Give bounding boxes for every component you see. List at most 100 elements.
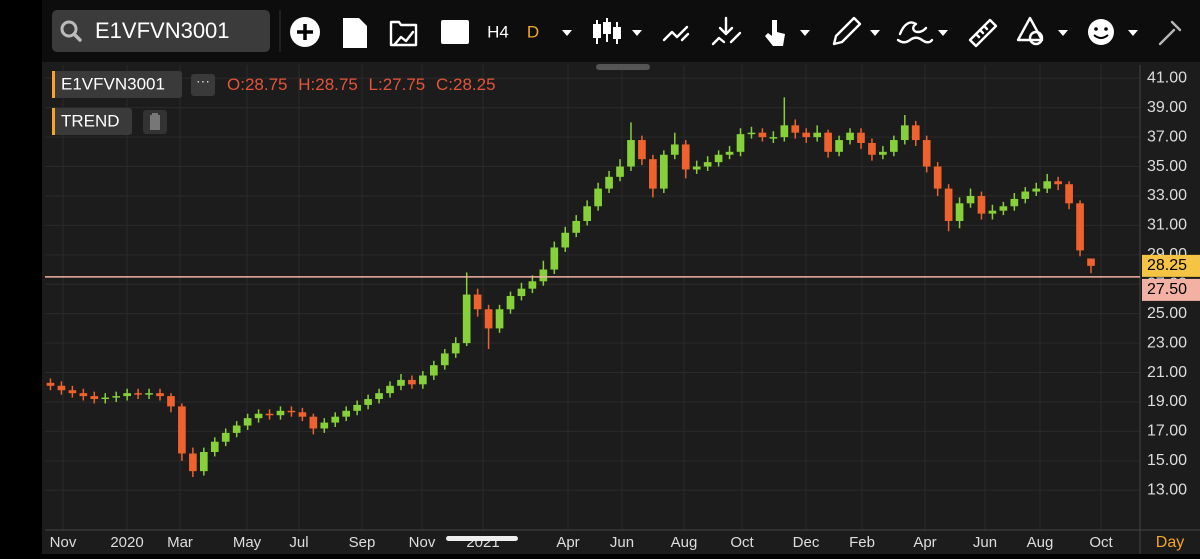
candle-body [287, 410, 296, 413]
candle-body [944, 188, 953, 221]
candle-body [561, 232, 570, 248]
y-tick-label: 15.00 [1147, 452, 1187, 469]
candle-body [627, 140, 635, 167]
candle-body [199, 452, 208, 472]
candle-body [408, 379, 416, 385]
more-tools-button[interactable] [1158, 20, 1182, 46]
caret[interactable] [870, 30, 880, 36]
candle-body [506, 296, 515, 310]
candle-body [320, 422, 329, 429]
indicators-button[interactable] [662, 25, 690, 42]
candle-body [550, 247, 559, 270]
candle-body [232, 425, 241, 433]
candle-body [769, 137, 778, 139]
candle-body [846, 132, 854, 141]
caret[interactable] [632, 30, 642, 36]
candle-body [1021, 191, 1030, 199]
candle-body [791, 125, 800, 133]
accent [52, 108, 55, 135]
last-price-box [1142, 254, 1200, 277]
candle-body [824, 132, 832, 152]
emoji-button[interactable] [1088, 19, 1114, 45]
y-tick-label: 25.00 [1147, 305, 1187, 322]
y-tick-label: 19.00 [1147, 393, 1187, 410]
x-tick-label: Aug [671, 534, 698, 551]
caret[interactable] [562, 30, 572, 36]
candle-body [583, 206, 592, 221]
draw-button[interactable] [832, 16, 862, 46]
candle-body [90, 396, 99, 400]
candle-body [1032, 188, 1041, 192]
candle-body [572, 220, 581, 233]
candle-body [539, 269, 548, 282]
candle-body [134, 393, 142, 395]
candle-body [221, 432, 230, 442]
candle-body [868, 142, 876, 155]
candle-body [429, 365, 438, 376]
interval-h4[interactable]: H4 [487, 22, 509, 41]
candle-body [900, 125, 909, 141]
chart-type-button[interactable] [593, 18, 621, 44]
y-tick-label: 41.00 [1147, 69, 1187, 86]
symbol-input[interactable]: E1VFVN3001 [95, 18, 230, 43]
candle-body [747, 132, 756, 135]
more-dots[interactable]: ··· [196, 73, 210, 89]
candle-body [68, 390, 77, 394]
templates-button[interactable] [389, 20, 418, 47]
candle-body [922, 140, 931, 167]
candle-body [495, 309, 504, 329]
fib-button[interactable] [896, 21, 934, 44]
x-tick-label: Nov [50, 534, 77, 551]
candle-body [364, 399, 372, 405]
candle-body [780, 125, 789, 138]
candle-body [703, 162, 712, 167]
trade-button[interactable] [711, 16, 742, 46]
candle-body [966, 195, 975, 204]
chart-button[interactable] [441, 20, 469, 44]
high-label: H: [298, 75, 315, 94]
candle-body [353, 404, 361, 411]
candle-body [670, 144, 679, 155]
accent [52, 71, 55, 98]
caret[interactable] [1058, 30, 1068, 36]
ohlc: O:28.75 H:28.75 L:27.75 C:28.25 [227, 75, 496, 94]
caret[interactable] [938, 30, 948, 36]
add-button[interactable] [290, 17, 320, 47]
candle-body [681, 144, 690, 170]
last-price-label: 28.25 [1147, 257, 1187, 274]
high-value: 28.75 [315, 75, 358, 94]
timeframe-label[interactable]: Day [1156, 534, 1184, 551]
caret[interactable] [800, 30, 810, 36]
interval-d[interactable]: D [527, 22, 539, 41]
plot-area [45, 65, 1200, 554]
shapes-button[interactable] [1016, 16, 1044, 46]
candle-body [616, 166, 624, 177]
indicator-tag[interactable] [52, 108, 132, 135]
x-tick-label: Nov [409, 534, 436, 551]
candle-body [189, 453, 197, 472]
candle-body [331, 416, 340, 423]
measure-button[interactable] [968, 18, 998, 48]
scroll-indicator[interactable] [446, 536, 518, 541]
cursor-button[interactable] [765, 20, 785, 46]
candle-body [79, 393, 88, 397]
x-tick-label: Apr [913, 534, 936, 551]
x-tick-label: May [233, 534, 262, 551]
caret[interactable] [1128, 30, 1138, 36]
x-tick-label: Jun [610, 534, 634, 551]
search-box[interactable]: E1VFVN3001 [52, 10, 270, 52]
candle-body [911, 125, 920, 141]
drag-handle[interactable] [596, 64, 650, 70]
y-tick-label: 39.00 [1147, 99, 1187, 116]
candle-body [451, 343, 460, 354]
x-tick-label: Apr [556, 534, 579, 551]
candle-body [254, 413, 263, 419]
candle-body [440, 353, 449, 366]
new-doc-button[interactable] [343, 18, 367, 48]
candle-body [1043, 181, 1052, 189]
more-button[interactable] [191, 74, 215, 96]
symbol-tag[interactable] [52, 71, 182, 98]
delete-indicator[interactable] [143, 110, 167, 134]
y-tick-label: 33.00 [1147, 187, 1187, 204]
